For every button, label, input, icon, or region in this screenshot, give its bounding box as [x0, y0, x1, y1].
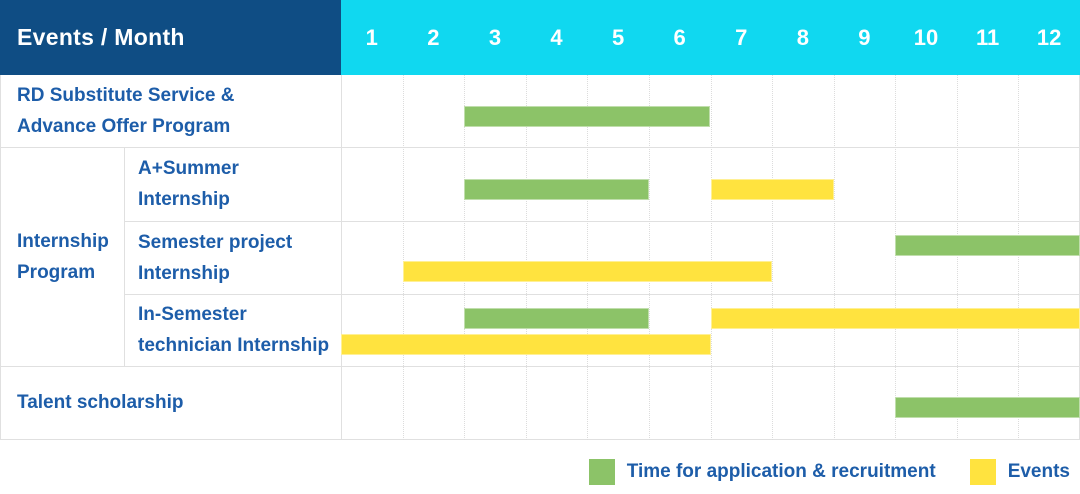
legend: Time for application & recruitment Event… [0, 452, 1080, 492]
task-sublabel: A+Summer Internship [124, 147, 341, 221]
legend-item-application: Time for application & recruitment [588, 459, 936, 485]
month-grid-line [833, 75, 835, 440]
month-header-cell: 10 [913, 24, 939, 50]
row-divider-line [0, 147, 1080, 148]
row-divider-line [0, 366, 1080, 367]
group-label-line: Internship [17, 230, 109, 252]
month-grid-line [772, 75, 774, 440]
task-label-line: Internship [138, 189, 230, 210]
month-header-cell: 12 [1036, 24, 1062, 50]
page-title: Events / Month [17, 24, 185, 50]
month-header-cell: 5 [611, 24, 625, 50]
gantt-bar-application [895, 235, 1080, 256]
gantt-bar-event [710, 179, 834, 200]
month-grid-line [648, 75, 650, 440]
gantt-bar-event [402, 261, 773, 282]
month-header-row: 1 2 3 4 5 6 7 8 9 10 11 12 [341, 0, 1080, 75]
month-header-cell: 11 [975, 24, 1000, 50]
gantt-bar-event [341, 334, 711, 355]
gantt-bar-application [464, 106, 711, 127]
task-sublabel: In-Semester technician Internship [124, 294, 341, 366]
gantt-bar-application [464, 308, 649, 329]
month-grid-line [895, 75, 897, 440]
month-header-cell: 6 [673, 24, 686, 50]
month-grid-line [525, 75, 527, 440]
group-sublabel-divider-line [124, 147, 125, 366]
task-label-line: Semester project [138, 231, 293, 253]
task-label-line: In-Semester [138, 304, 247, 325]
group-label-line: Program [17, 261, 96, 283]
legend-item-events: Events [969, 459, 1070, 485]
row-divider-line [124, 221, 1080, 222]
label-month-divider-line [341, 75, 342, 440]
legend-label-application: Time for application & recruitment [626, 461, 936, 482]
month-grid-line [710, 75, 712, 440]
month-header-cell: 3 [488, 24, 502, 50]
task-label: RD Substitute Service & Advance Offer Pro… [0, 75, 341, 147]
group-label-internship-program: Internship Program [0, 147, 124, 366]
row-divider-line [124, 294, 1080, 295]
task-sublabel: Semester project Internship [124, 221, 341, 294]
task-label-line: technician Internship [138, 335, 330, 356]
month-grid-line [956, 75, 958, 440]
month-header-cell: 8 [796, 24, 809, 50]
legend-swatch-events-yellow [969, 459, 996, 485]
task-label: Talent scholarship [0, 366, 341, 439]
table-header-title-cell: Events / Month [0, 0, 341, 75]
month-grid-line [587, 75, 589, 440]
month-grid-line [1018, 75, 1020, 440]
month-header-cell: 9 [858, 24, 871, 50]
month-header-cell: 4 [550, 24, 563, 50]
task-label-line: Advance Offer Program [17, 116, 231, 137]
month-header-cell: 2 [427, 24, 440, 50]
legend-swatch-application-green [588, 459, 615, 485]
month-header-cell: 7 [735, 24, 748, 50]
gantt-bar-event [710, 308, 1080, 329]
task-label-line: A+Summer [138, 158, 239, 179]
gantt-bar-application [895, 397, 1080, 418]
month-grid-line [464, 75, 466, 440]
month-header-cell: 1 [365, 24, 378, 50]
task-label-line: RD Substitute Service & [17, 85, 235, 106]
month-grid-line [402, 75, 404, 440]
task-label-line: Talent scholarship [17, 392, 184, 413]
task-label-line: Internship [138, 262, 230, 284]
legend-label-events: Events [1007, 461, 1070, 482]
gantt-bar-application [464, 179, 649, 200]
